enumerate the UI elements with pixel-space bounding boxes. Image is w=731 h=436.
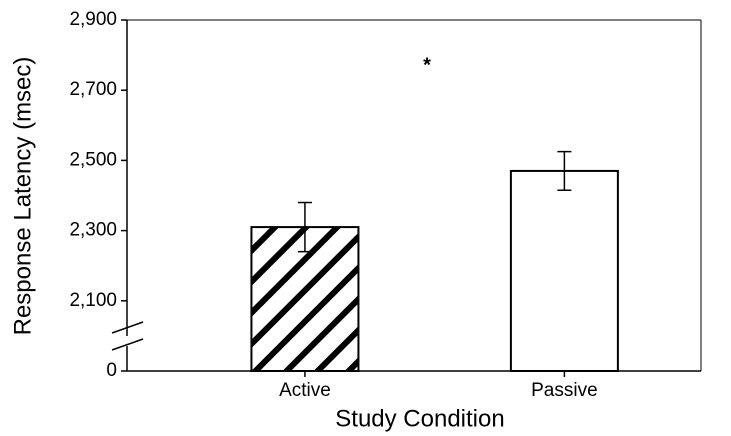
y-tick-label: 2,700 [69, 79, 117, 100]
x-axis-label: Study Condition [335, 405, 504, 432]
axis-break [111, 338, 144, 351]
y-axis-label: Response Latency (msec) [9, 57, 36, 336]
significance-annotation: * [423, 54, 431, 76]
y-tick-label: 2,900 [69, 9, 117, 30]
y-tick-label: 2,300 [69, 220, 117, 241]
bar [509, 169, 619, 372]
x-tick-label: Passive [531, 380, 598, 401]
x-tick-label: Active [279, 380, 331, 401]
y-tick-label: 0 [106, 360, 117, 381]
axis-break [111, 321, 144, 334]
y-tick-label: 2,500 [69, 149, 117, 170]
bar [250, 226, 360, 372]
y-tick-label: 2,100 [69, 290, 117, 311]
